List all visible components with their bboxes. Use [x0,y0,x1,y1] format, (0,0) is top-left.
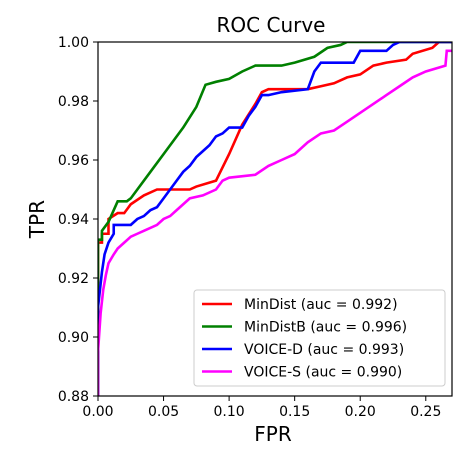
legend-label: MinDist (auc = 0.992) [244,297,398,313]
chart-title: ROC Curve [217,13,326,37]
legend-label: MinDistB (auc = 0.996) [244,320,407,336]
series-line-2 [98,42,452,396]
x-tick-label: 0.00 [82,404,113,420]
y-tick-label: 1.00 [58,35,89,51]
y-tick-label: 0.98 [58,94,89,110]
x-tick-label: 0.05 [148,404,179,420]
x-tick-label: 0.25 [410,404,441,420]
series-line-4 [98,49,452,396]
legend: MinDist (auc = 0.992) MinDistB (auc = 0.9… [193,289,446,387]
y-tick-label: 0.94 [58,212,89,228]
axes: 0.00 0.05 0.10 0.15 0.20 0.25 0.88 0.90 0.92 0.94… [58,35,453,420]
x-tick-label: 0.15 [279,404,310,420]
legend-label: VOICE-D (auc = 0.993) [244,342,404,358]
y-tick-label: 0.96 [58,153,89,169]
plot-lines [98,42,452,396]
y-tick-label: 0.92 [58,271,89,287]
legend-box [193,289,446,387]
x-tick-label: 0.20 [345,404,376,420]
x-axis-title: FPR [254,422,292,446]
y-axis-title: TPR [25,200,49,239]
y-tick-label: 0.90 [58,330,89,346]
legend-label: VOICE-S (auc = 0.990) [244,365,402,381]
x-tick-label: 0.10 [214,404,245,420]
series-line-3 [98,42,452,396]
y-tick-label: 0.88 [58,389,89,405]
